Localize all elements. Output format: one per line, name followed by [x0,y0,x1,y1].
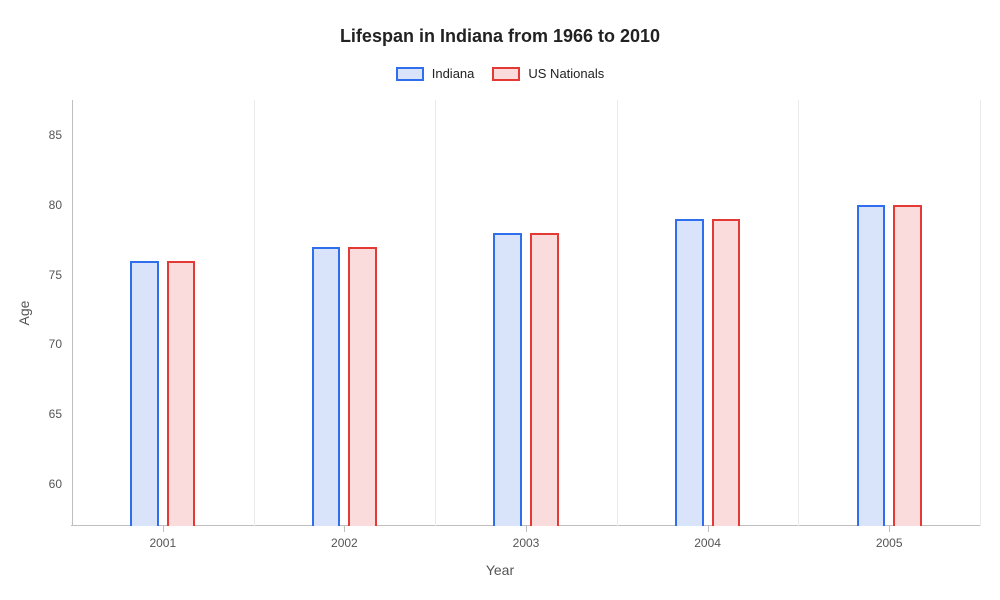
bar[interactable] [857,205,886,526]
x-tick [344,526,345,532]
gridline-vertical [617,100,618,526]
legend-label: Indiana [432,66,475,81]
gridline-vertical [435,100,436,526]
y-tick-label: 60 [49,477,72,491]
gridline-vertical [980,100,981,526]
chart-title: Lifespan in Indiana from 1966 to 2010 [0,26,1000,47]
bar[interactable] [348,247,377,526]
bar[interactable] [130,261,159,526]
x-tick [526,526,527,532]
x-tick [708,526,709,532]
bar[interactable] [712,219,741,526]
bar[interactable] [893,205,922,526]
y-tick-label: 65 [49,407,72,421]
y-tick-label: 70 [49,337,72,351]
y-tick-label: 75 [49,268,72,282]
bar[interactable] [675,219,704,526]
y-tick-label: 80 [49,198,72,212]
plot-area: 60657075808520012002200320042005 [72,100,980,526]
legend-swatch [492,67,520,81]
bar[interactable] [167,261,196,526]
legend-swatch [396,67,424,81]
y-axis-title: Age [16,301,32,326]
legend: Indiana US Nationals [0,66,1000,81]
y-axis-line [72,100,73,526]
legend-label: US Nationals [528,66,604,81]
bar[interactable] [312,247,341,526]
gridline-vertical [254,100,255,526]
legend-item[interactable]: Indiana [396,66,475,81]
y-tick-label: 85 [49,128,72,142]
gridline-vertical [798,100,799,526]
chart-container: Lifespan in Indiana from 1966 to 2010 In… [0,0,1000,600]
x-tick [889,526,890,532]
legend-item[interactable]: US Nationals [492,66,604,81]
bar[interactable] [493,233,522,526]
x-axis-title: Year [0,562,1000,578]
x-tick [163,526,164,532]
bar[interactable] [530,233,559,526]
